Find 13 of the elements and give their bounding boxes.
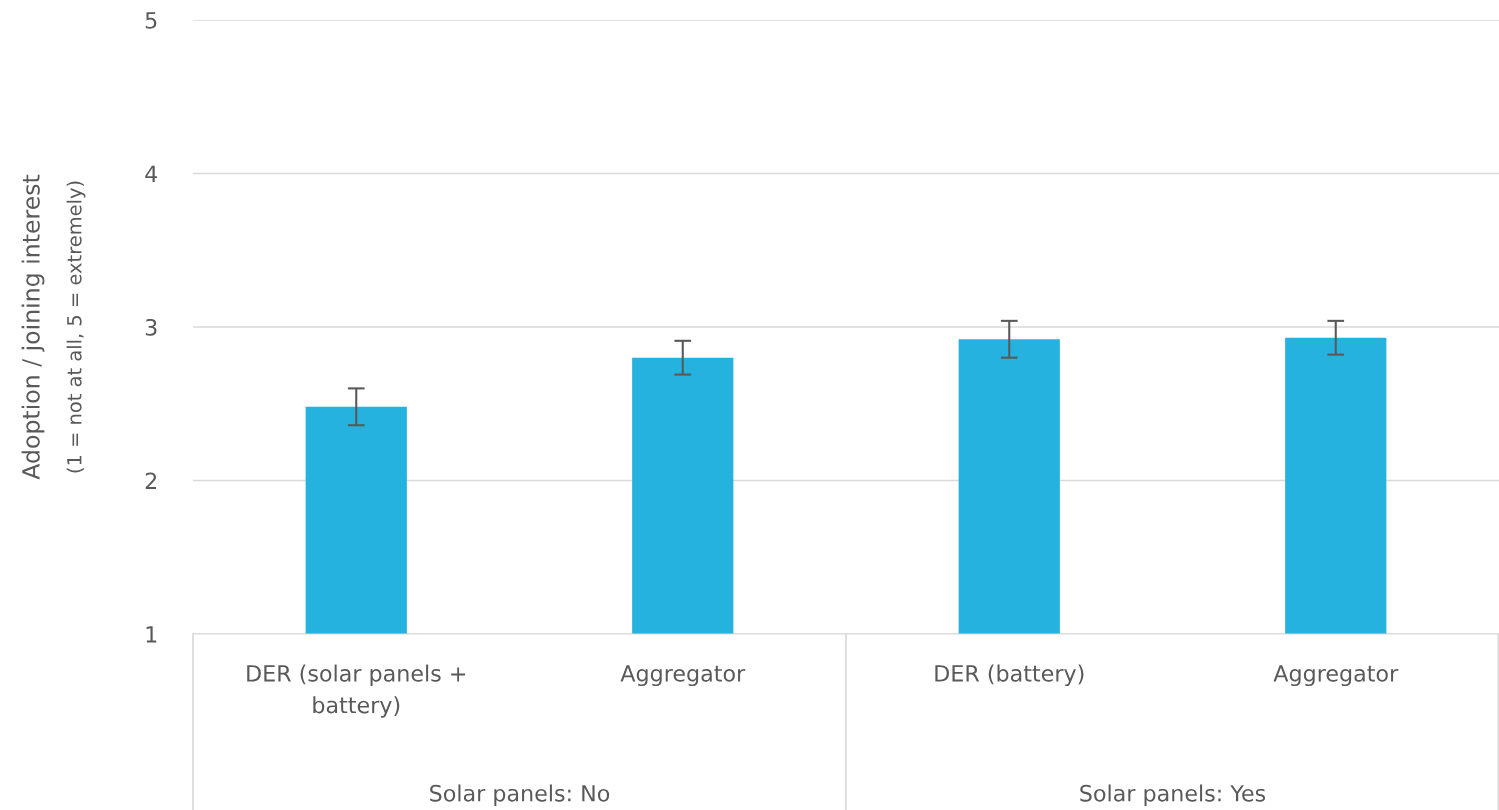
y-tick-label: 5 [145,12,157,29]
text: (1 = not at all, 5 = extremely) [66,181,86,473]
text: Solar panels: No [430,784,610,806]
y-tick-label: 4 [145,165,158,182]
x-tick-label: DER (solar panels + battery) [247,664,466,718]
y-tick-label: 1 [146,626,157,643]
x-tick-label: Aggregator [620,665,746,687]
y-axis-title: Adoption / joining interest [21,174,45,480]
x-tick-label: Aggregator [1273,665,1399,687]
x-tick-label: DER (battery) [935,664,1084,687]
text: Solar panels: Yes [1080,784,1266,806]
y-tick-label: 3 [145,318,157,336]
y-tick-label: 2 [145,472,157,489]
